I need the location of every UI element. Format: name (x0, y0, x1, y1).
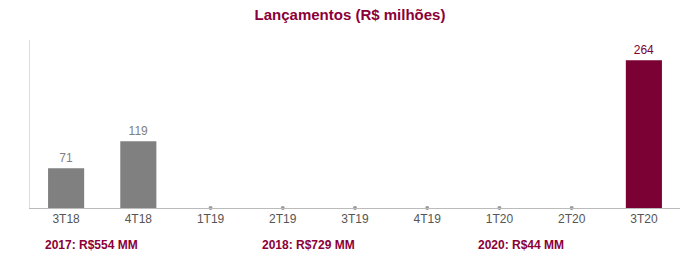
svg-text:2018: R$729 MM: 2018: R$729 MM (262, 238, 355, 252)
svg-text:3T19: 3T19 (341, 212, 369, 226)
svg-text:1T20: 1T20 (486, 212, 514, 226)
svg-text:3T20: 3T20 (630, 212, 658, 226)
svg-text:264: 264 (634, 43, 654, 57)
svg-text:2017: R$554 MM: 2017: R$554 MM (45, 238, 138, 252)
svg-text:2020: R$44 MM: 2020: R$44 MM (478, 238, 564, 252)
svg-text:119: 119 (129, 124, 148, 138)
svg-text:4T18: 4T18 (125, 212, 153, 226)
svg-text:3T18: 3T18 (52, 212, 80, 226)
svg-text:2T20: 2T20 (558, 212, 586, 226)
svg-text:1T19: 1T19 (197, 212, 225, 226)
svg-text:4T19: 4T19 (414, 212, 442, 226)
svg-text:71: 71 (59, 151, 73, 165)
svg-text:Lançamentos (R$ milhões): Lançamentos (R$ milhões) (255, 6, 446, 23)
svg-text:2T19: 2T19 (269, 212, 297, 226)
